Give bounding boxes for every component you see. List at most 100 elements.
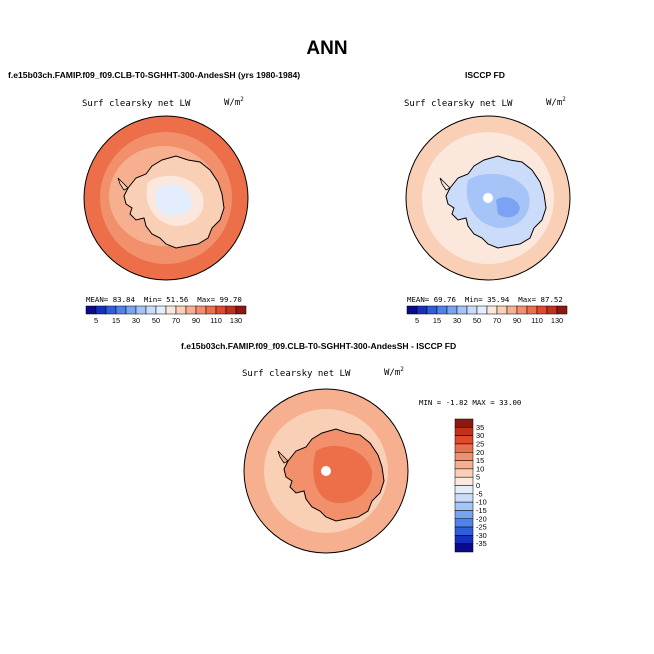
model-colorbar-tick-label: 50 [152, 316, 160, 325]
obs-map [406, 116, 570, 280]
obs-colorbar-bin [546, 305, 558, 315]
obs-colorbar-bin [466, 305, 478, 315]
diff-colorbar-bin [454, 543, 474, 553]
obs-colorbar-tick-label: 130 [551, 316, 563, 325]
main-title: ANN [306, 38, 348, 59]
obs-colorbar-bin [456, 305, 468, 315]
obs-colorbar-bin [516, 305, 528, 315]
diff-colorbar-bin [454, 418, 474, 428]
model-colorbar-bin [185, 305, 197, 315]
diff-colorbar-tick-label: -5 [476, 489, 483, 498]
obs-colorbar-bin [556, 305, 568, 315]
diff-plateau [313, 445, 373, 504]
diff-colorbar-tick-label: 15 [476, 456, 484, 465]
model-colorbar-tick-label: 5 [94, 316, 98, 325]
model-colorbar-bin [95, 305, 107, 315]
obs-colorbar-bin [476, 305, 488, 315]
obs-stats: MEAN= 69.76 Min= 35.94 Max= 87.52 [407, 295, 563, 304]
diff-colorbar-bin [454, 443, 474, 453]
diff-colorbar-tick-label: 0 [476, 481, 480, 490]
model-min: 51.56 [166, 295, 189, 304]
obs-min: 35.94 [487, 295, 510, 304]
model-max: 99.70 [219, 295, 242, 304]
obs-colorbar-tick-label: 70 [493, 316, 501, 325]
model-colorbar-bin [85, 305, 97, 315]
diff-colorbar-tick-label: -30 [476, 531, 487, 540]
diff-variable-label: Surf clearsky net LW [242, 369, 351, 379]
model-colorbar: 5 15 30 50 70 90 110 130 [85, 305, 247, 325]
model-interior [155, 184, 193, 217]
model-colorbar-tick-label: 70 [172, 316, 180, 325]
diff-colorbar-tick-label: 20 [476, 448, 484, 457]
model-map-border [83, 115, 249, 281]
model-colorbar-bin [135, 305, 147, 315]
model-colorbar-tick-label: 90 [192, 316, 200, 325]
model-colorbar-tick-label: 110 [210, 316, 222, 325]
obs-variable-label: Surf clearsky net LW [404, 99, 513, 109]
obs-colorbar-bin [446, 305, 458, 315]
model-colorbar-tick-label: 30 [132, 316, 140, 325]
obs-map-border [405, 115, 571, 281]
obs-mean: 69.76 [433, 295, 456, 304]
model-colorbar-bin [155, 305, 167, 315]
diff-colorbar-tick-label: -10 [476, 498, 487, 507]
diff-colorbar-bin [454, 468, 474, 478]
diff-colorbar-bin [454, 427, 474, 436]
model-mean: 83.84 [112, 295, 135, 304]
obs-colorbar-tick-label: 30 [453, 316, 461, 325]
obs-colorbar-bin [496, 305, 508, 315]
model-colorbar-bin [195, 305, 207, 315]
diff-colorbar-tick-label: -35 [476, 539, 487, 548]
obs-colorbar-bin [406, 305, 418, 315]
obs-colorbar-tick-label: 5 [415, 316, 419, 325]
obs-colorbar-tick-label: 50 [473, 316, 481, 325]
diff-units-label: W/m2 [384, 366, 404, 378]
obs-max: 87.52 [540, 295, 563, 304]
model-colorbar-bin [225, 305, 237, 315]
obs-colorbar-tick-label: 15 [433, 316, 441, 325]
model-colorbar-bin [125, 305, 137, 315]
diff-colorbar-tick-label: 35 [476, 423, 484, 432]
diff-map [244, 389, 408, 553]
diff-colorbar-tick-label: -20 [476, 514, 487, 523]
model-colorbar-bin [205, 305, 217, 315]
diff-map-border [243, 388, 409, 554]
obs-colorbar-tick-label: 110 [531, 316, 543, 325]
model-colorbar-bin [235, 305, 247, 315]
model-panel-title: f.e15b03ch.FAMIP.f09_f09.CLB-T0-SGHHT-30… [8, 70, 301, 80]
model-colorbar-bin [215, 305, 227, 315]
model-colorbar-bin [145, 305, 157, 315]
obs-colorbar-bin [486, 305, 498, 315]
obs-colorbar-bin [506, 305, 518, 315]
diff-pole-hole [321, 466, 331, 476]
model-units-label: W/m2 [224, 96, 244, 108]
diff-colorbar-tick-label: 10 [476, 464, 484, 473]
diff-colorbar-bin [454, 493, 474, 503]
diff-colorbar-tick-label: -25 [476, 523, 487, 532]
diff-colorbar-bin [454, 510, 474, 519]
diff-colorbar-tick-label: -15 [476, 506, 487, 515]
model-colorbar-bin [115, 305, 127, 315]
obs-units-label: W/m2 [546, 96, 566, 108]
model-colorbar-tick-label: 130 [230, 316, 242, 325]
model-colorbar-tick-label: 15 [112, 316, 120, 325]
obs-panel-title: ISCCP FD [465, 70, 505, 80]
diff-colorbar-bin [454, 501, 474, 511]
diff-colorbar-bin [454, 460, 474, 470]
obs-colorbar-bin [526, 305, 538, 315]
diff-colorbar-bin [454, 435, 474, 445]
obs-colorbar-bin [426, 305, 438, 315]
obs-colorbar-tick-label: 90 [513, 316, 521, 325]
diff-colorbar-tick-label: 25 [476, 439, 484, 448]
model-colorbar-bin [175, 305, 187, 315]
model-variable-label: Surf clearsky net LW [82, 99, 191, 109]
diff-minmax: MIN = -1.82 MAX = 33.00 [419, 398, 522, 407]
obs-colorbar-bin [536, 305, 548, 315]
obs-colorbar: 5 15 30 50 70 90 110 130 [406, 305, 568, 325]
model-colorbar-bin [105, 305, 117, 315]
obs-colorbar-bin [436, 305, 448, 315]
obs-interior [496, 197, 520, 218]
diff-panel-title: f.e15b03ch.FAMIP.f09_f09.CLB-T0-SGHHT-30… [181, 341, 457, 351]
